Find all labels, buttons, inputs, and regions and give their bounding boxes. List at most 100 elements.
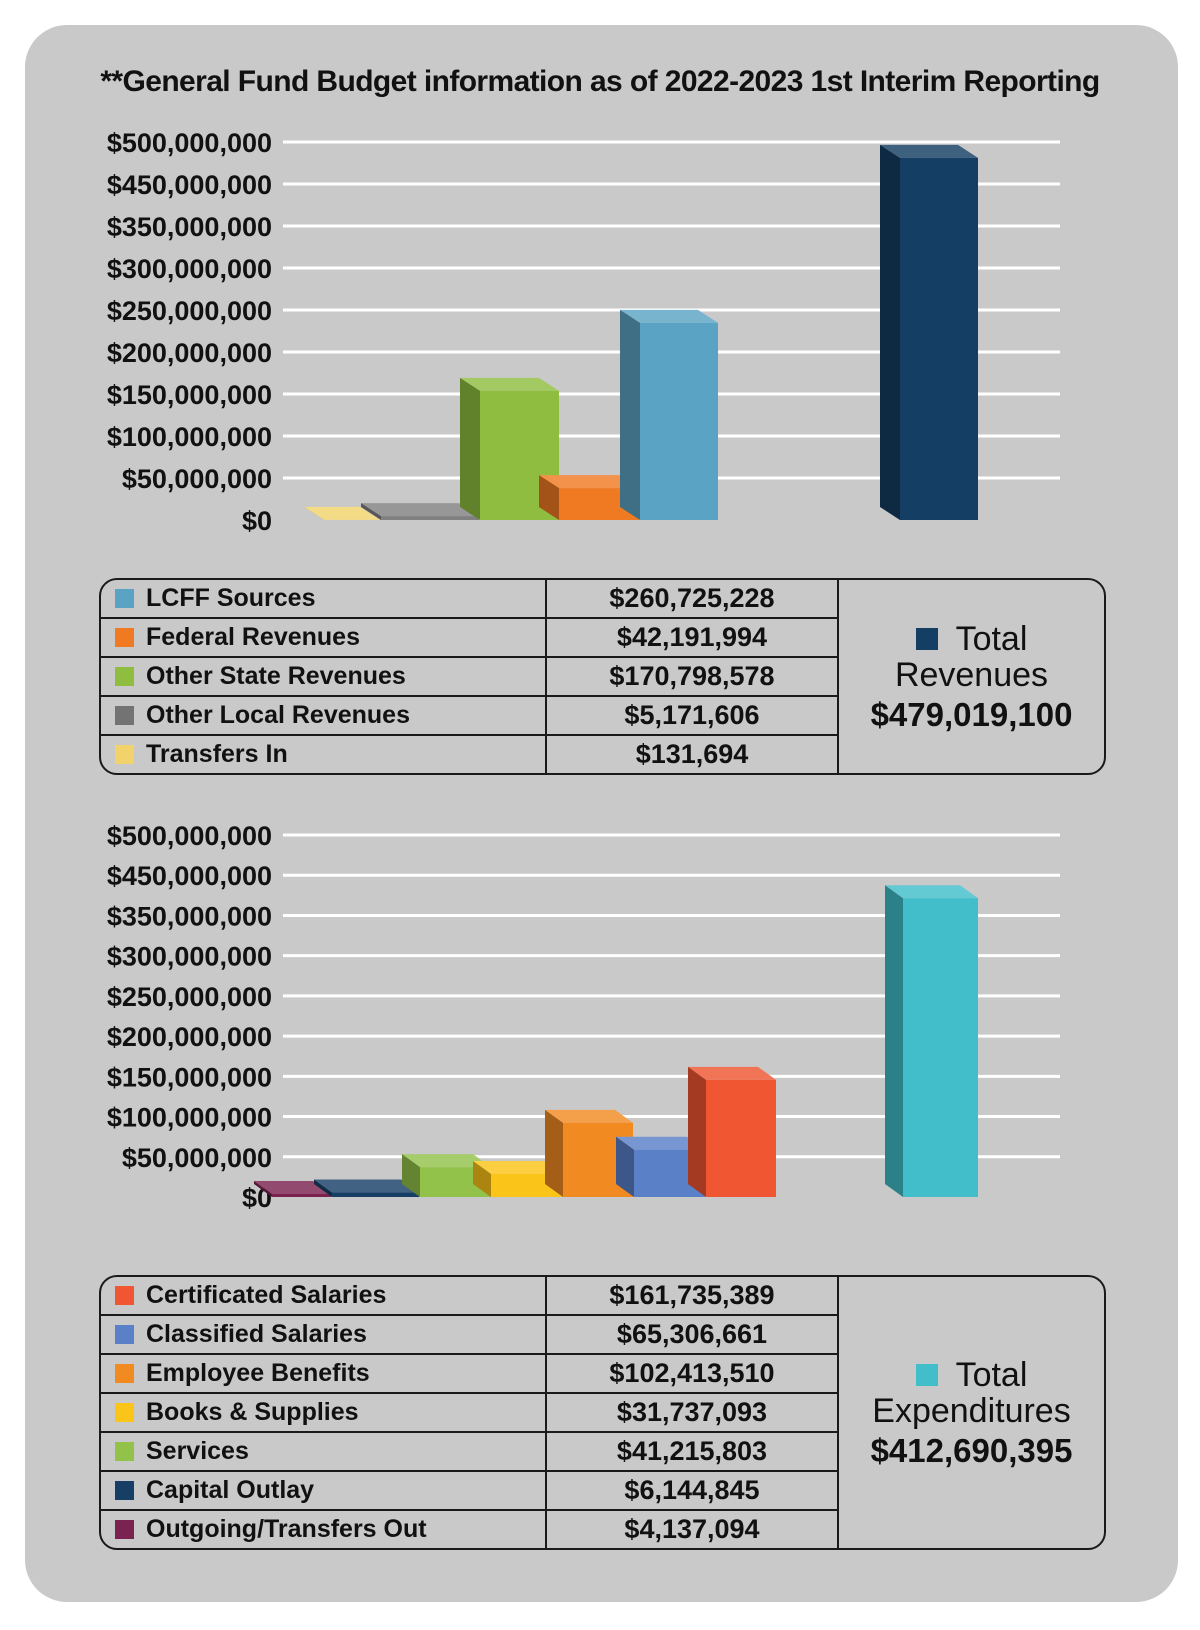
total-expenditures-swatch (915, 1363, 938, 1386)
row-value: $5,171,606 (546, 696, 839, 736)
row-label: LCFF Sources (146, 584, 316, 612)
total-revenues-swatch (915, 627, 938, 650)
y-tick-label: $450,000,000 (107, 861, 272, 891)
bar-front-face (272, 1194, 331, 1197)
total-revenues-amount: $479,019,100 (870, 695, 1073, 733)
row-value: $131,694 (546, 735, 839, 773)
bar-front-face (381, 516, 479, 520)
bar-top-face (539, 475, 639, 489)
legend-swatch (115, 1364, 134, 1383)
revenues-bar-chart: $500,000,000 $450,000,000 $350,000,000 $300… (107, 128, 1060, 536)
row-label: Capital Outlay (146, 1476, 315, 1504)
row-label-cell: Other State Revenues (101, 657, 547, 697)
bar-top-face (361, 503, 479, 517)
row-label: Services (146, 1437, 249, 1465)
row-label: Certificated Salaries (146, 1281, 387, 1309)
bar-top-face (254, 1181, 331, 1195)
legend-swatch (115, 1481, 134, 1500)
row-label: Classified Salaries (146, 1320, 367, 1348)
total-revenues-line1: Total (955, 619, 1028, 658)
y-tick-label: $500,000,000 (107, 128, 272, 158)
legend-swatch (115, 745, 134, 764)
bar-front-face (332, 1192, 419, 1197)
bar-side-face (620, 309, 640, 520)
bar-other-local-revenues (361, 503, 479, 520)
bar-front-face (900, 157, 978, 520)
legend-swatch (115, 1325, 134, 1344)
bar-side-face (304, 506, 324, 520)
legend-swatch (115, 706, 134, 725)
bar-side-face (616, 1136, 634, 1197)
row-value: $41,215,803 (546, 1432, 839, 1472)
legend-swatch (115, 667, 134, 686)
bar-total-revenues (880, 144, 978, 520)
row-label: Books & Supplies (146, 1398, 359, 1426)
bar-outgoing-transfers-out (254, 1181, 331, 1197)
y-tick-label: $150,000,000 (107, 1062, 272, 1092)
row-label-cell: Other Local Revenues (101, 696, 547, 736)
expenditures-table: Certificated Salaries $161,735,389 Classif… (101, 1277, 839, 1548)
row-label-cell: Employee Benefits (101, 1354, 547, 1394)
table-row: Certificated Salaries $161,735,389 (101, 1277, 839, 1316)
row-label-cell: Books & Supplies (101, 1393, 547, 1433)
bar-top-face (616, 1136, 705, 1150)
row-value: $260,725,228 (546, 580, 839, 619)
row-value: $6,144,845 (546, 1471, 839, 1511)
y-tick-label: $200,000,000 (107, 338, 272, 368)
bar-front-face (640, 322, 718, 520)
table-row: Transfers In $131,694 (101, 735, 839, 773)
y-tick-label: $500,000,000 (107, 821, 272, 851)
row-label-cell: Outgoing/Transfers Out (101, 1510, 547, 1548)
legend-swatch (115, 1403, 134, 1422)
y-tick-label: $300,000,000 (107, 942, 272, 972)
row-value: $31,737,093 (546, 1393, 839, 1433)
row-value: $4,137,094 (546, 1510, 839, 1548)
total-expenditures-line1: Total (955, 1355, 1028, 1394)
bar-side-face (361, 503, 381, 520)
bar-top-face (460, 377, 559, 391)
table-row: Federal Revenues $42,191,994 (101, 618, 839, 658)
bar-top-face (304, 506, 380, 520)
table-row: LCFF Sources $260,725,228 (101, 580, 839, 619)
table-row: Services $41,215,803 (101, 1432, 839, 1472)
table-row: Classified Salaries $65,306,661 (101, 1315, 839, 1355)
y-tick-label: $100,000,000 (107, 422, 272, 452)
bar-certificated-salaries (688, 1066, 776, 1197)
bar-side-face (402, 1154, 420, 1197)
bar-top-face (620, 309, 718, 323)
total-expenditures-amount: $412,690,395 (870, 1431, 1073, 1469)
legend-swatch (115, 1442, 134, 1461)
bar-front-face (706, 1079, 776, 1197)
revenues-table: LCFF Sources $260,725,228 Federal Revenues… (101, 580, 839, 773)
y-tick-label: $100,000,000 (107, 1103, 272, 1133)
page-title: **General Fund Budget information as of … (100, 65, 1100, 98)
bar-top-face (688, 1066, 776, 1080)
row-value: $161,735,389 (546, 1277, 839, 1316)
y-tick-label: $300,000,000 (107, 254, 272, 284)
bar-side-face (254, 1181, 272, 1197)
bar-side-face (885, 885, 903, 1197)
bar-side-face (688, 1066, 706, 1197)
row-label: Outgoing/Transfers Out (146, 1515, 427, 1543)
bar-top-face (880, 144, 978, 158)
bar-lcff-sources (620, 309, 718, 520)
y-tick-label: $0 (242, 506, 272, 536)
row-label: Employee Benefits (146, 1359, 370, 1387)
bar-front-face (491, 1174, 562, 1197)
bar-top-face (473, 1161, 562, 1175)
row-value: $102,413,510 (546, 1354, 839, 1394)
y-tick-label: $200,000,000 (107, 1022, 272, 1052)
table-row: Other State Revenues $170,798,578 (101, 657, 839, 697)
y-tick-label: $50,000,000 (122, 1143, 272, 1173)
row-label-cell: Services (101, 1432, 547, 1472)
bar-total-expenditures (885, 885, 978, 1197)
y-tick-label: $50,000,000 (122, 464, 272, 494)
row-label-cell: Transfers In (101, 735, 547, 773)
y-tick-label: $250,000,000 (107, 296, 272, 326)
revenues-legend-table: LCFF Sources $260,725,228 Federal Revenues… (99, 578, 1106, 775)
bar-transfers-in (304, 506, 380, 520)
legend-swatch (115, 1286, 134, 1305)
bar-top-face (545, 1109, 633, 1123)
bar-side-face (473, 1161, 491, 1197)
row-value: $42,191,994 (546, 618, 839, 658)
